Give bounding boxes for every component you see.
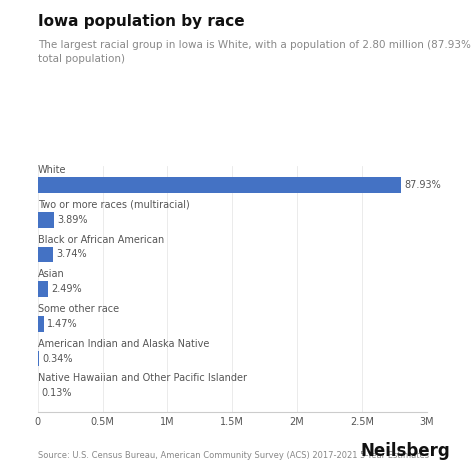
Text: Neilsberg: Neilsberg bbox=[361, 442, 450, 460]
Text: Black or African American: Black or African American bbox=[38, 235, 164, 245]
Text: Iowa population by race: Iowa population by race bbox=[38, 14, 245, 29]
Text: 3.89%: 3.89% bbox=[57, 215, 88, 225]
Bar bbox=[38, 351, 39, 366]
Text: White: White bbox=[38, 165, 66, 175]
Text: 1.47%: 1.47% bbox=[47, 319, 78, 329]
Text: 87.93%: 87.93% bbox=[404, 180, 441, 190]
Text: Some other race: Some other race bbox=[38, 304, 119, 314]
Bar bbox=[38, 212, 54, 228]
Bar bbox=[38, 177, 401, 193]
Bar bbox=[38, 316, 44, 332]
Text: 3.74%: 3.74% bbox=[56, 249, 87, 259]
Bar bbox=[38, 246, 54, 262]
Text: Two or more races (multiracial): Two or more races (multiracial) bbox=[38, 200, 190, 210]
Text: Source: U.S. Census Bureau, American Community Survey (ACS) 2017-2021 5-Year Est: Source: U.S. Census Bureau, American Com… bbox=[38, 451, 429, 460]
Text: American Indian and Alaska Native: American Indian and Alaska Native bbox=[38, 339, 210, 349]
Bar bbox=[38, 282, 48, 297]
Text: 0.34%: 0.34% bbox=[43, 354, 73, 364]
Text: The largest racial group in Iowa is White, with a population of 2.80 million (87: The largest racial group in Iowa is Whit… bbox=[38, 40, 474, 64]
Text: Native Hawaiian and Other Pacific Islander: Native Hawaiian and Other Pacific Island… bbox=[38, 374, 247, 383]
Text: 0.13%: 0.13% bbox=[42, 388, 72, 398]
Text: 2.49%: 2.49% bbox=[52, 284, 82, 294]
Text: Asian: Asian bbox=[38, 269, 64, 279]
